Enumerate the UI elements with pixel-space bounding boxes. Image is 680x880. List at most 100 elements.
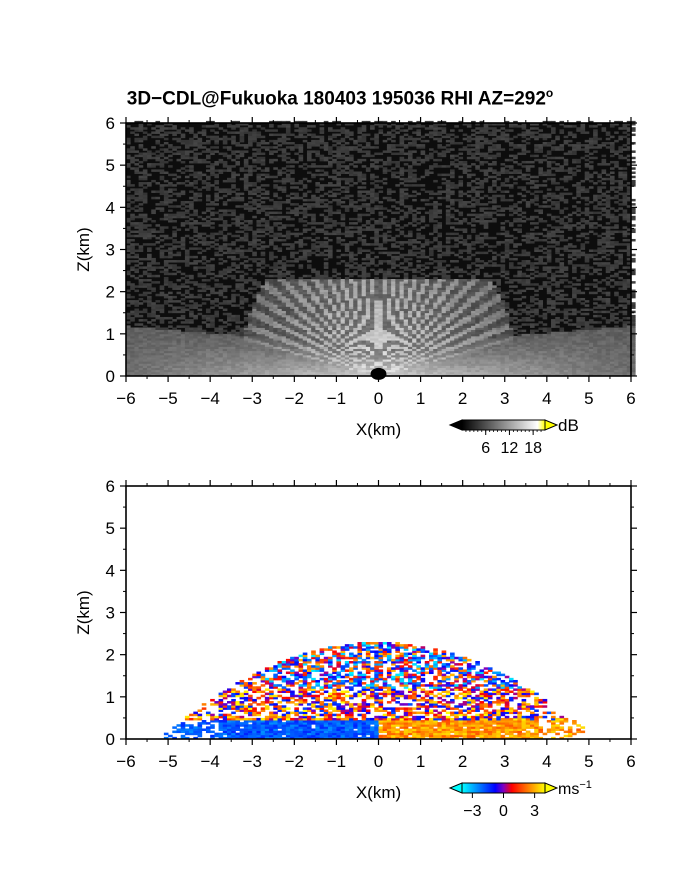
snr-cell (353, 222, 358, 225)
snr-cell (399, 369, 405, 373)
snr-cell (378, 243, 384, 246)
snr-cell (163, 148, 169, 151)
snr-cell (386, 308, 392, 312)
snr-cell (248, 348, 253, 352)
snr-cell (256, 316, 262, 320)
snr-cell (142, 325, 148, 328)
snr-cell (130, 150, 135, 153)
snr-cell (151, 357, 156, 360)
snr-cell (332, 184, 337, 187)
snr-cell (193, 135, 198, 139)
snr-cell (281, 123, 287, 126)
snr-cell (315, 342, 320, 345)
snr-cell (353, 335, 358, 339)
snr-cell (184, 154, 190, 158)
snr-cell (235, 363, 241, 366)
snr-cell (386, 323, 392, 326)
snr-cell (403, 257, 409, 261)
snr-cell (210, 348, 215, 352)
snr-cell (218, 329, 224, 333)
snr-cell (155, 150, 161, 153)
snr-cell (298, 319, 304, 322)
snr-cell (302, 352, 308, 356)
snr-cell (252, 369, 257, 373)
snr-cell (147, 230, 152, 234)
snr-cell (231, 363, 236, 366)
snr-cell (184, 346, 190, 349)
snr-cell (281, 295, 287, 299)
snr-cell (273, 335, 278, 339)
snr-cell (323, 257, 329, 261)
snr-cell (285, 285, 291, 288)
snr-cell (134, 359, 140, 362)
snr-cell (260, 141, 266, 145)
snr-cell (382, 295, 388, 299)
snr-cell (210, 325, 215, 328)
snr-cell (227, 148, 232, 151)
snr-cell (395, 184, 400, 187)
snr-cell (365, 274, 371, 278)
snr-cell (328, 279, 333, 282)
snr-cell (239, 236, 245, 240)
snr-cell (252, 335, 257, 339)
snr-cell (349, 260, 354, 263)
snr-cell (134, 205, 140, 208)
snr-cell (328, 190, 333, 193)
snr-cell (344, 150, 350, 153)
snr-cell (180, 354, 186, 358)
snr-cell (306, 222, 312, 225)
snr-cell (147, 283, 152, 286)
snr-cell (332, 312, 337, 316)
snr-cell (298, 127, 304, 130)
snr-cell (222, 338, 228, 341)
snr-cell (403, 276, 409, 280)
snr-cell (231, 357, 236, 360)
snr-cell (290, 255, 295, 259)
snr-cell (193, 133, 198, 137)
snr-cell (205, 186, 211, 189)
snr-cell (142, 361, 148, 364)
snr-cell (231, 179, 236, 183)
snr-cell (214, 139, 219, 143)
snr-cell (210, 152, 215, 156)
snr-cell (302, 253, 308, 257)
snr-cell (193, 266, 198, 269)
snr-cell (243, 238, 249, 242)
snr-cell (172, 127, 177, 130)
snr-cell (239, 352, 245, 356)
snr-cell (227, 369, 232, 373)
snr-cell (138, 144, 144, 147)
snr-cell (134, 215, 140, 219)
snr-cell (176, 373, 182, 377)
snr-cell (269, 365, 274, 368)
snr-cell (134, 346, 140, 349)
snr-cell (285, 177, 291, 181)
snr-cell (222, 236, 228, 240)
snr-cell (336, 323, 342, 326)
snr-cell (180, 363, 186, 366)
snr-cell (395, 144, 400, 147)
snr-cell (395, 270, 400, 274)
snr-cell (227, 232, 232, 236)
snr-cell (395, 304, 400, 307)
snr-cell (227, 209, 232, 212)
snr-cell (193, 369, 198, 373)
snr-cell (222, 285, 228, 288)
snr-cell (386, 251, 392, 255)
snr-cell (235, 316, 241, 320)
snr-cell (151, 367, 156, 371)
snr-cell (147, 297, 152, 301)
snr-cell (290, 291, 295, 295)
snr-cell (256, 325, 262, 328)
snr-cell (134, 365, 140, 368)
snr-cell (231, 184, 236, 187)
snr-cell (214, 314, 219, 318)
snr-cell (323, 346, 329, 349)
snr-cell (403, 329, 409, 333)
snr-cell (134, 340, 140, 343)
snr-cell (197, 335, 203, 339)
snr-cell (361, 177, 367, 181)
snr-cell (281, 215, 287, 219)
snr-cell (227, 224, 232, 227)
snr-cell (147, 154, 152, 158)
